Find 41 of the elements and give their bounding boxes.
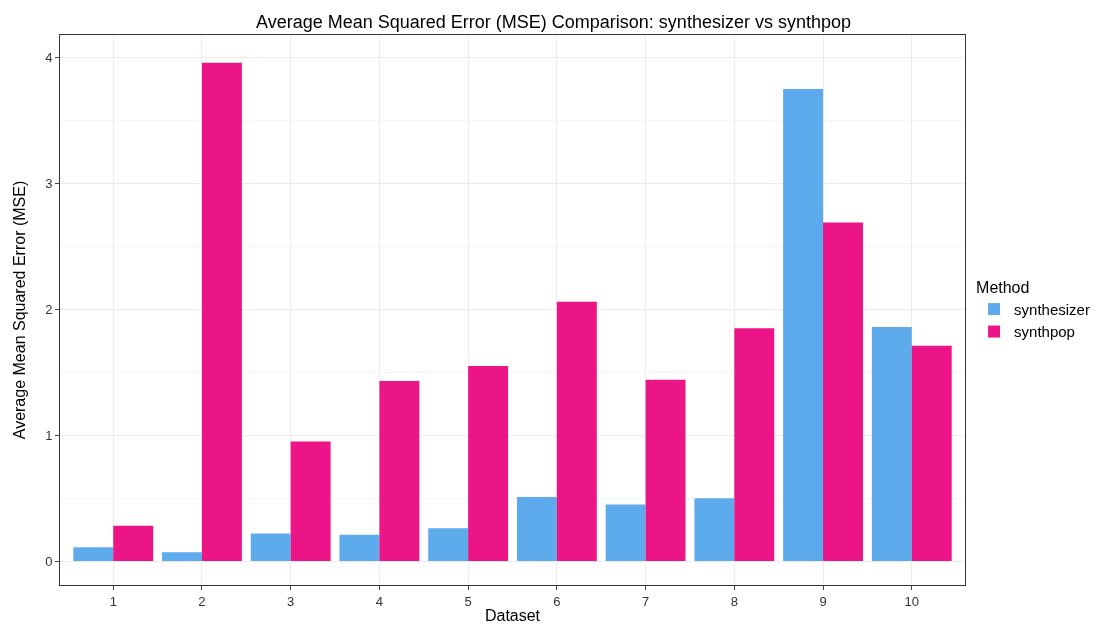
x-tick-label: 1 — [109, 593, 117, 609]
legend-label: synthesizer — [1014, 300, 1090, 318]
bar — [250, 533, 291, 562]
x-tick-label: 3 — [287, 593, 295, 609]
bar — [113, 525, 154, 562]
bar — [379, 381, 420, 562]
bar — [605, 504, 646, 562]
bar — [871, 326, 912, 562]
bar — [911, 345, 952, 562]
legend-title: Method — [976, 278, 1030, 296]
legend-label: synthpop — [1014, 323, 1075, 341]
bar — [162, 552, 202, 562]
chart-title: Average Mean Squared Error (MSE) Comparison: synthesizer vs synthpop — [256, 12, 851, 33]
bar — [73, 547, 114, 562]
bar — [339, 534, 380, 562]
bar — [783, 89, 824, 562]
y-tick-label: 3 — [45, 176, 53, 192]
x-tick-label: 9 — [819, 593, 827, 609]
x-tick-label: 4 — [375, 593, 384, 609]
bar — [645, 379, 686, 562]
y-tick-label: 1 — [45, 427, 53, 443]
x-axis-title: Dataset — [484, 607, 541, 625]
y-tick-label: 2 — [45, 301, 53, 317]
bar — [734, 328, 775, 562]
x-tick-label: 10 — [904, 593, 919, 609]
x-tick-label: 6 — [553, 593, 561, 609]
bar — [516, 496, 557, 562]
x-tick-label: 2 — [198, 593, 206, 609]
x-tick-label: 5 — [464, 593, 472, 609]
y-tick-label: 0 — [45, 553, 53, 569]
x-tick-label: 8 — [730, 593, 738, 609]
x-tick-label: 7 — [641, 593, 650, 609]
bar — [468, 366, 509, 562]
bar — [823, 222, 863, 562]
bar — [290, 441, 331, 562]
y-tick-label: 4 — [45, 50, 53, 66]
bar — [694, 498, 735, 562]
bar — [556, 301, 597, 562]
bar — [201, 62, 242, 562]
y-axis-title: Average Mean Squared Error (MSE) — [11, 180, 29, 440]
bar — [428, 528, 469, 562]
